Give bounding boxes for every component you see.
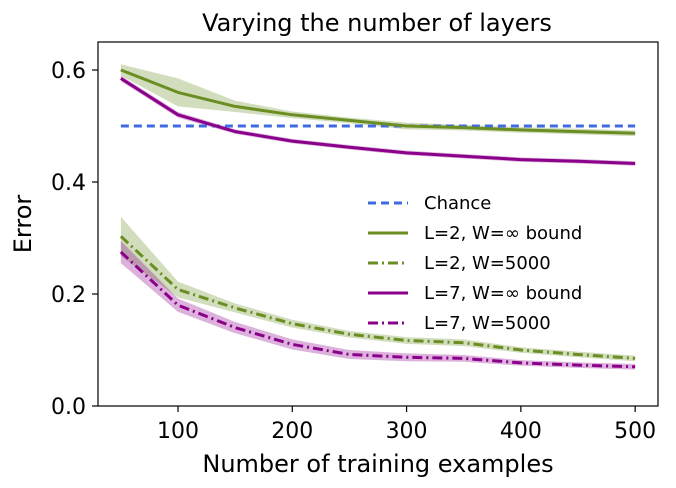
chart-title: Varying the number of layers — [202, 9, 552, 37]
x-tick-label: 400 — [500, 419, 542, 444]
x-tick-label: 200 — [271, 419, 313, 444]
axis-layer: 100 200 300 400 500 0.0 0.2 0.4 0.6 — [51, 59, 656, 444]
y-tick-label: 0.6 — [51, 59, 86, 84]
y-tick-label: 0.4 — [51, 171, 86, 196]
x-tick-label: 100 — [157, 419, 199, 444]
plot-frame — [97, 41, 659, 407]
legend-label-0: Chance — [424, 193, 491, 214]
series-2-line — [119, 235, 636, 360]
x-tick-label: 300 — [386, 419, 428, 444]
series-1-line — [120, 68, 636, 135]
plot-layer — [119, 64, 636, 370]
legend-label-2: L=2, W=5000 — [424, 253, 551, 274]
legend-label-3: L=7, W=∞ bound — [424, 283, 582, 304]
y-tick-label: 0.2 — [51, 283, 86, 308]
y-axis-label: Error — [9, 195, 37, 254]
series-3-line — [120, 77, 636, 166]
x-tick-label: 500 — [614, 419, 656, 444]
series-1-band — [120, 64, 636, 137]
series-4-line — [119, 250, 636, 369]
legend: Chance L=2, W=∞ bound L=2, W=5000 L=7, W=∞ … — [368, 193, 582, 334]
legend-label-4: L=7, W=5000 — [424, 313, 551, 334]
x-axis-label: Number of training examples — [202, 450, 553, 478]
legend-label-1: L=2, W=∞ bound — [424, 223, 582, 244]
y-tick-label: 0.0 — [51, 395, 86, 420]
